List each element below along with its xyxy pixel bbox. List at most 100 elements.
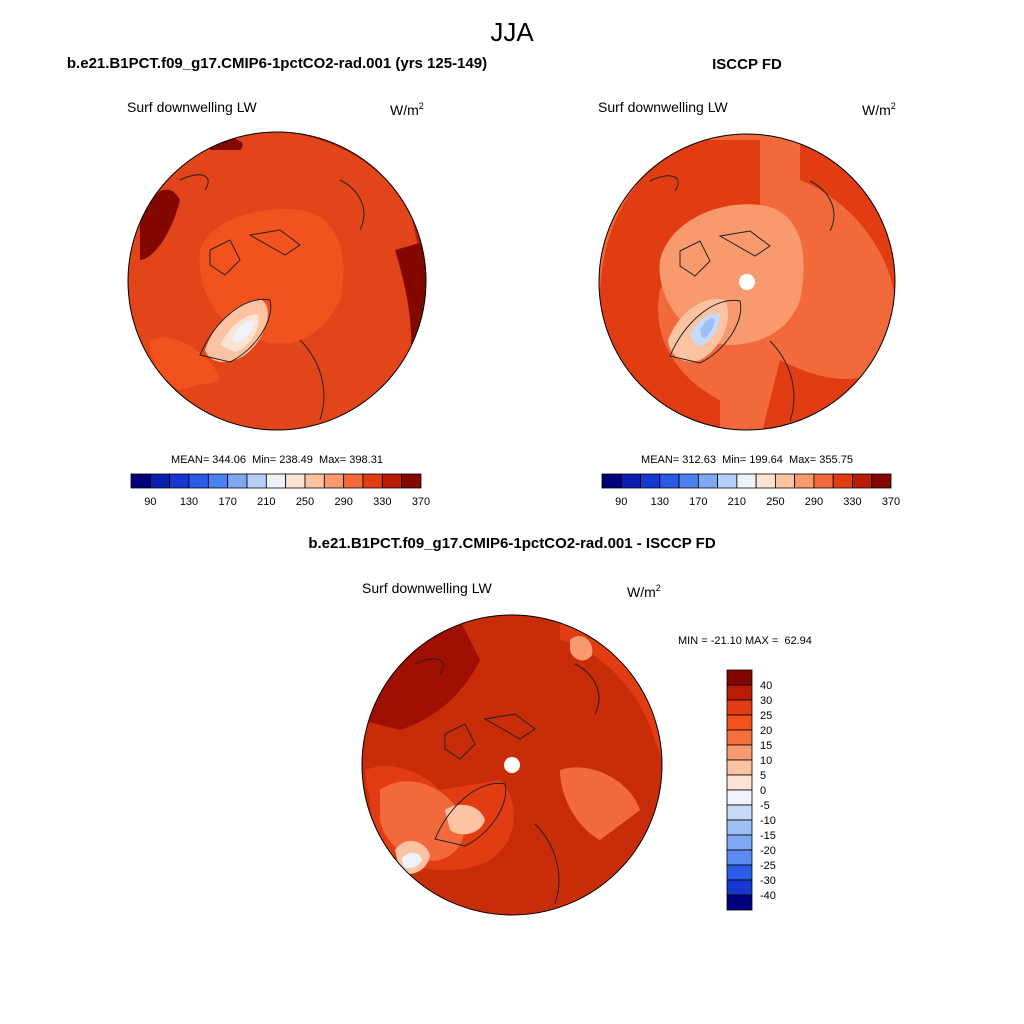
colorbar-box xyxy=(207,473,229,489)
units-exponent: 2 xyxy=(419,101,424,111)
colorbar-box xyxy=(343,473,364,489)
colorbar-label: 130 xyxy=(651,496,669,508)
pole-hole xyxy=(504,757,520,773)
colorbar-box xyxy=(169,473,190,489)
map-contour xyxy=(570,635,593,661)
colorbar-box xyxy=(304,473,325,489)
units-label: W/m2 xyxy=(627,583,661,600)
colorbar-box xyxy=(620,473,641,489)
colorbar-label: -20 xyxy=(760,845,776,857)
colorbar-label: 15 xyxy=(760,740,772,752)
colorbar-box xyxy=(794,473,815,489)
colorbar-label: 25 xyxy=(760,710,772,722)
colorbar-box xyxy=(265,473,287,489)
colorbar-box xyxy=(726,744,753,761)
map-contour xyxy=(445,804,485,835)
stats-label: MIN = -21.10 MAX = 62.94 xyxy=(678,635,812,647)
colorbar-label: 130 xyxy=(180,496,198,508)
units-label: W/m2 xyxy=(390,101,424,118)
colorbar-box xyxy=(726,684,753,701)
colorbar-box xyxy=(832,473,853,489)
polar-map xyxy=(128,132,426,430)
panel: b.e21.B1PCT.f09_g17.CMIP6-1pctCO2-rad.00… xyxy=(67,55,487,508)
colorbar-box xyxy=(659,473,680,489)
colorbar-box xyxy=(871,473,892,489)
panel: b.e21.B1PCT.f09_g17.CMIP6-1pctCO2-rad.00… xyxy=(308,535,812,916)
map-outline xyxy=(598,133,896,431)
colorbar-box xyxy=(726,849,753,866)
colorbar-box xyxy=(755,473,776,489)
coastline xyxy=(649,175,835,422)
colorbar-box xyxy=(775,473,796,489)
colorbar-box xyxy=(323,473,345,489)
variable-label: Surf downwelling LW xyxy=(127,99,257,115)
panel-title: b.e21.B1PCT.f09_g17.CMIP6-1pctCO2-rad.00… xyxy=(67,55,487,72)
colorbar-box xyxy=(726,669,753,686)
coastline xyxy=(179,174,365,421)
panel-title: b.e21.B1PCT.f09_g17.CMIP6-1pctCO2-rad.00… xyxy=(308,535,716,552)
colorbar-box xyxy=(697,473,718,489)
colorbar-box xyxy=(246,473,267,489)
colorbar-box xyxy=(149,473,171,489)
colorbar-label: 370 xyxy=(882,496,900,508)
colorbar-label: 5 xyxy=(760,770,766,782)
colorbar-box xyxy=(726,819,753,836)
colorbar-box xyxy=(726,759,753,776)
colorbar-label: -25 xyxy=(760,860,776,872)
colorbar-label: 0 xyxy=(760,785,766,797)
colorbar-box xyxy=(726,699,753,716)
map-contour xyxy=(560,767,640,840)
colorbar-label: -10 xyxy=(760,815,776,827)
colorbar-box xyxy=(736,473,757,489)
colorbar-box xyxy=(726,804,753,821)
colorbar-box xyxy=(285,473,306,489)
colorbar-box xyxy=(852,473,873,489)
map-contour xyxy=(232,320,254,343)
colorbar-label: 170 xyxy=(218,496,236,508)
colorbar-label: 90 xyxy=(615,496,627,508)
colorbar-box xyxy=(726,894,753,911)
colorbar-box xyxy=(726,879,753,896)
colorbar-label: -15 xyxy=(760,830,776,842)
colorbar-label: 250 xyxy=(296,496,314,508)
map-contour xyxy=(402,852,422,868)
colorbar-box xyxy=(188,473,209,489)
stats-label: MEAN= 344.06 Min= 238.49 Max= 398.31 xyxy=(171,454,383,466)
colorbar-label: 330 xyxy=(373,496,391,508)
colorbar-label: 40 xyxy=(760,680,772,692)
colorbar-box xyxy=(726,864,753,881)
colorbar-box xyxy=(717,473,738,489)
colorbar-box xyxy=(130,473,151,489)
map-outline xyxy=(361,614,663,916)
colorbar-label: 290 xyxy=(334,496,352,508)
units-base: W/m xyxy=(627,584,656,600)
colorbar-box xyxy=(813,473,834,489)
units-exponent: 2 xyxy=(891,101,896,111)
colorbar-label: -30 xyxy=(760,875,776,887)
units-exponent: 2 xyxy=(656,583,661,593)
variable-label: Surf downwelling LW xyxy=(598,99,728,115)
map-contour xyxy=(700,318,715,338)
map-contour xyxy=(150,337,220,390)
colorbar-box xyxy=(726,714,753,731)
coastline xyxy=(414,658,600,905)
colorbar-label: 210 xyxy=(728,496,746,508)
colorbar-label: 30 xyxy=(760,695,772,707)
stats-label: MEAN= 312.63 Min= 199.64 Max= 355.75 xyxy=(641,454,853,466)
units-label: W/m2 xyxy=(862,101,896,118)
panel-title: ISCCP FD xyxy=(712,56,782,73)
colorbar-label: 210 xyxy=(257,496,275,508)
colorbar-box xyxy=(726,789,753,806)
colorbar-label: 290 xyxy=(805,496,823,508)
variable-label: Surf downwelling LW xyxy=(362,580,492,596)
colorbar-box xyxy=(678,473,699,489)
units-base: W/m xyxy=(862,102,891,118)
colorbar-label: 10 xyxy=(760,755,772,767)
map-contour xyxy=(140,189,180,260)
colorbar-box xyxy=(726,729,753,746)
colorbar-box xyxy=(401,473,422,489)
colorbar-box xyxy=(362,473,383,489)
colorbar-box xyxy=(726,834,753,851)
colorbar-label: -5 xyxy=(760,800,770,812)
